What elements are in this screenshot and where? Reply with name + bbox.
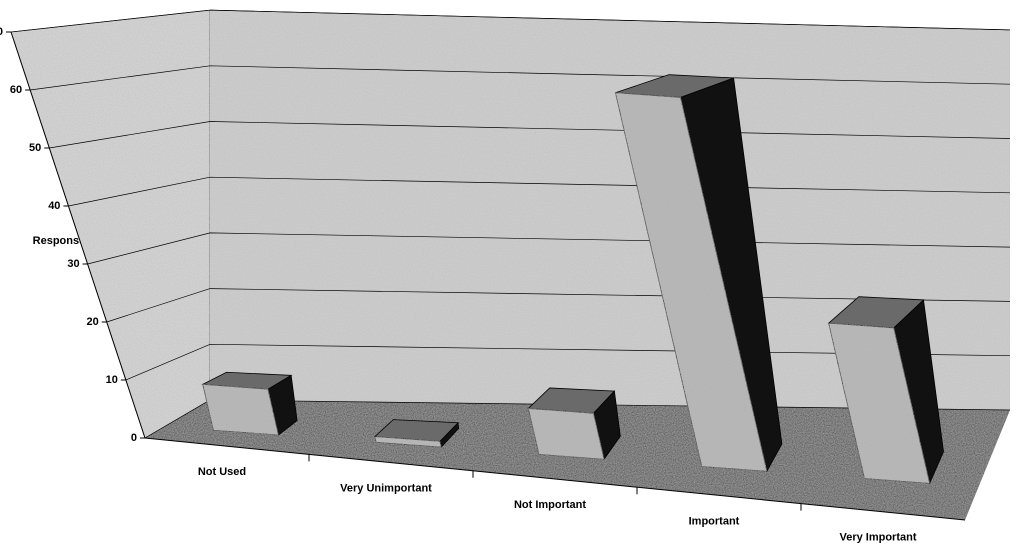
bar-front: [374, 436, 442, 448]
bar: [201, 371, 298, 436]
x-tick-label: Very Unimportant: [340, 483, 432, 495]
bar: [373, 419, 460, 448]
bar-front: [527, 407, 605, 460]
y-tick-label: 10: [106, 374, 118, 386]
bar-front: [202, 383, 279, 436]
bar: [527, 387, 621, 461]
grid-line: [10, 9, 1011, 33]
y-tick-label: 70: [0, 26, 3, 38]
y-tick-label: 20: [86, 316, 98, 328]
bar-front: [614, 92, 768, 472]
x-tick-label: Important: [689, 515, 740, 527]
back-wall: [210, 10, 1010, 410]
bar-front: [828, 322, 931, 484]
x-tick-label: Very Important: [839, 532, 916, 544]
floor: [145, 400, 1010, 520]
y-tick-label: 40: [48, 200, 60, 212]
bar: [614, 74, 783, 473]
y-tick-label: 50: [29, 142, 41, 154]
x-tick-label: Not Important: [514, 499, 586, 511]
y-axis-label: Responses: [33, 235, 92, 247]
bar: [827, 296, 944, 485]
x-axis: [144, 437, 966, 521]
y-axis: [10, 31, 146, 439]
y-tick-label: 30: [67, 258, 79, 270]
grid-line: [30, 65, 1011, 91]
x-tick-label: Not Used: [198, 466, 246, 478]
y-tick-label: 60: [10, 84, 22, 96]
grid-line: [49, 121, 1011, 149]
y-tick-label: 0: [131, 432, 137, 444]
